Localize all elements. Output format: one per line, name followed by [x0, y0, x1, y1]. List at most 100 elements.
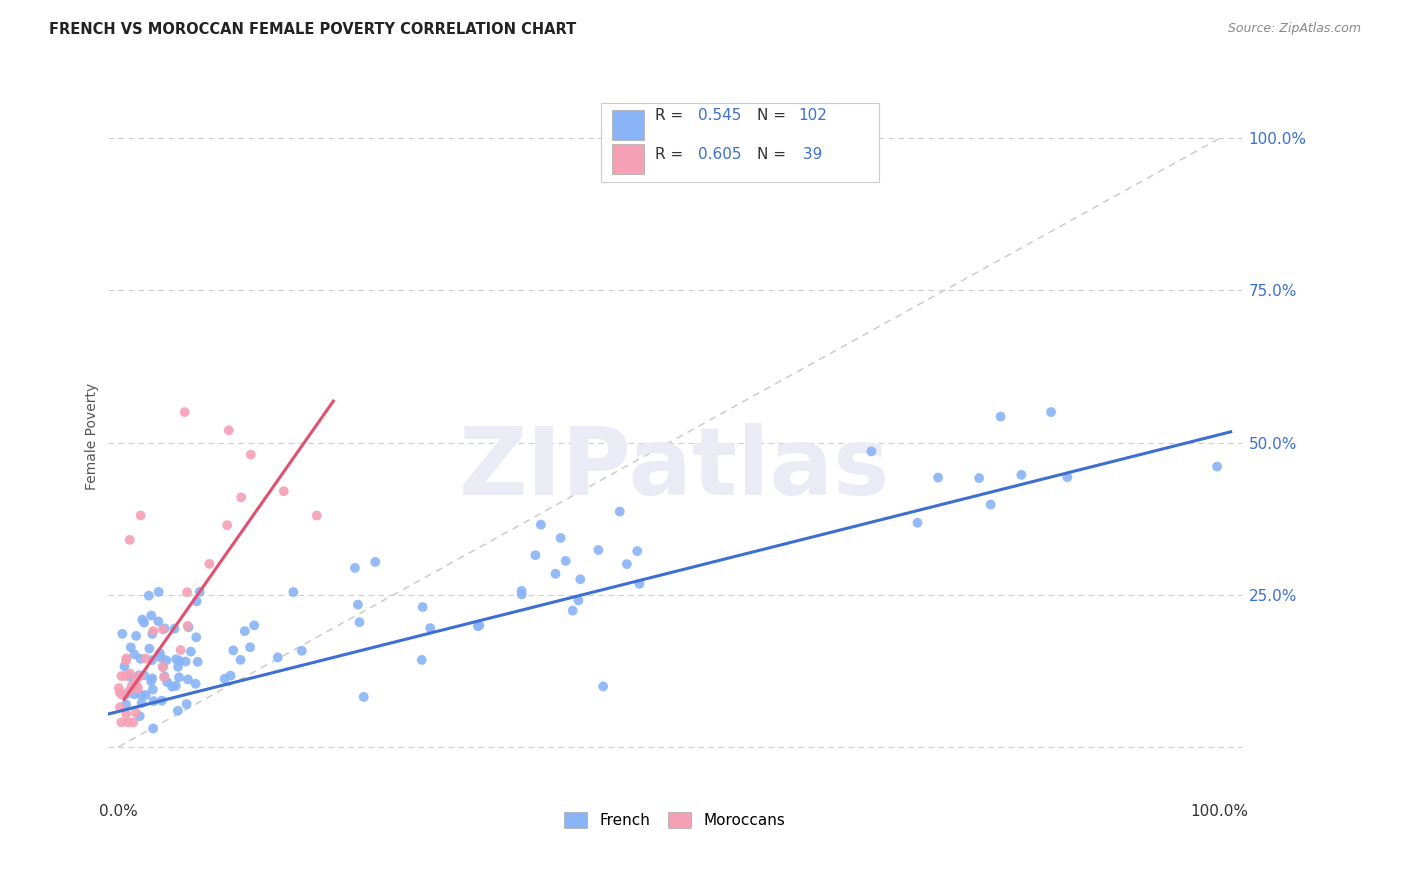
- Point: [125, 706, 148, 720]
- Point: [186, 594, 208, 608]
- Point: [129, 669, 152, 683]
- Point: [170, 643, 193, 657]
- Text: FRENCH VS MOROCCAN FEMALE POVERTY CORRELATION CHART: FRENCH VS MOROCCAN FEMALE POVERTY CORREL…: [49, 22, 576, 37]
- Point: [125, 679, 148, 693]
- FancyBboxPatch shape: [612, 145, 644, 174]
- Point: [141, 627, 163, 641]
- Point: [115, 698, 138, 712]
- Point: [176, 585, 198, 599]
- Point: [592, 680, 614, 694]
- Point: [561, 604, 583, 618]
- Point: [152, 660, 174, 674]
- Point: [131, 696, 153, 710]
- Point: [177, 673, 200, 687]
- Text: N =: N =: [758, 147, 792, 162]
- Point: [616, 557, 638, 571]
- Point: [152, 659, 174, 673]
- Point: [167, 670, 190, 684]
- Point: [122, 715, 145, 730]
- Point: [124, 648, 146, 662]
- Point: [305, 508, 328, 523]
- Point: [364, 555, 387, 569]
- Text: N =: N =: [758, 108, 792, 122]
- Point: [927, 470, 949, 484]
- Point: [128, 668, 150, 682]
- Point: [239, 640, 262, 655]
- Point: [153, 669, 176, 683]
- Point: [609, 505, 631, 519]
- Text: 0.605: 0.605: [699, 147, 742, 162]
- Point: [187, 655, 209, 669]
- Point: [177, 620, 200, 634]
- Point: [186, 630, 208, 644]
- Point: [115, 706, 138, 721]
- Text: R =: R =: [655, 147, 689, 162]
- Point: [510, 583, 533, 598]
- FancyBboxPatch shape: [612, 110, 644, 140]
- Point: [343, 561, 366, 575]
- Point: [152, 623, 174, 637]
- Point: [554, 554, 576, 568]
- Point: [412, 600, 434, 615]
- Point: [131, 688, 153, 702]
- Point: [118, 684, 141, 698]
- Point: [156, 675, 179, 690]
- Point: [628, 576, 651, 591]
- Point: [110, 669, 132, 683]
- Point: [353, 690, 375, 704]
- Point: [141, 671, 163, 685]
- Point: [160, 680, 183, 694]
- Point: [349, 615, 371, 630]
- Point: [138, 589, 160, 603]
- Point: [1010, 467, 1032, 482]
- Point: [273, 484, 295, 499]
- Point: [149, 646, 172, 660]
- Point: [219, 668, 242, 682]
- Point: [283, 585, 305, 599]
- Point: [125, 629, 148, 643]
- Point: [153, 622, 176, 636]
- Point: [967, 471, 990, 485]
- Point: [468, 618, 491, 632]
- Point: [243, 618, 266, 632]
- Y-axis label: Female Poverty: Female Poverty: [86, 383, 100, 490]
- Point: [167, 704, 190, 718]
- Point: [124, 678, 146, 692]
- Point: [567, 593, 589, 607]
- Point: [108, 700, 131, 714]
- Point: [214, 672, 236, 686]
- Point: [530, 517, 553, 532]
- Point: [163, 622, 186, 636]
- Point: [1040, 405, 1063, 419]
- Point: [198, 557, 221, 571]
- Text: 0.545: 0.545: [699, 108, 742, 122]
- Point: [148, 585, 170, 599]
- Point: [111, 627, 134, 641]
- Point: [231, 491, 253, 505]
- Point: [120, 670, 142, 684]
- Point: [510, 587, 533, 601]
- Point: [419, 621, 441, 635]
- Point: [169, 654, 191, 668]
- Text: Source: ZipAtlas.com: Source: ZipAtlas.com: [1227, 22, 1361, 36]
- Point: [135, 651, 157, 665]
- Point: [150, 694, 173, 708]
- Point: [217, 518, 239, 533]
- Point: [291, 644, 314, 658]
- Point: [569, 572, 592, 586]
- Point: [138, 641, 160, 656]
- Text: 102: 102: [799, 108, 827, 122]
- Point: [1206, 459, 1229, 474]
- Point: [188, 584, 211, 599]
- Point: [222, 643, 245, 657]
- Point: [180, 644, 202, 658]
- Point: [347, 598, 370, 612]
- Point: [142, 682, 165, 697]
- Point: [524, 548, 547, 562]
- Point: [467, 619, 489, 633]
- Point: [107, 681, 129, 695]
- Point: [267, 650, 290, 665]
- Point: [218, 423, 240, 437]
- Point: [184, 677, 207, 691]
- Point: [153, 670, 176, 684]
